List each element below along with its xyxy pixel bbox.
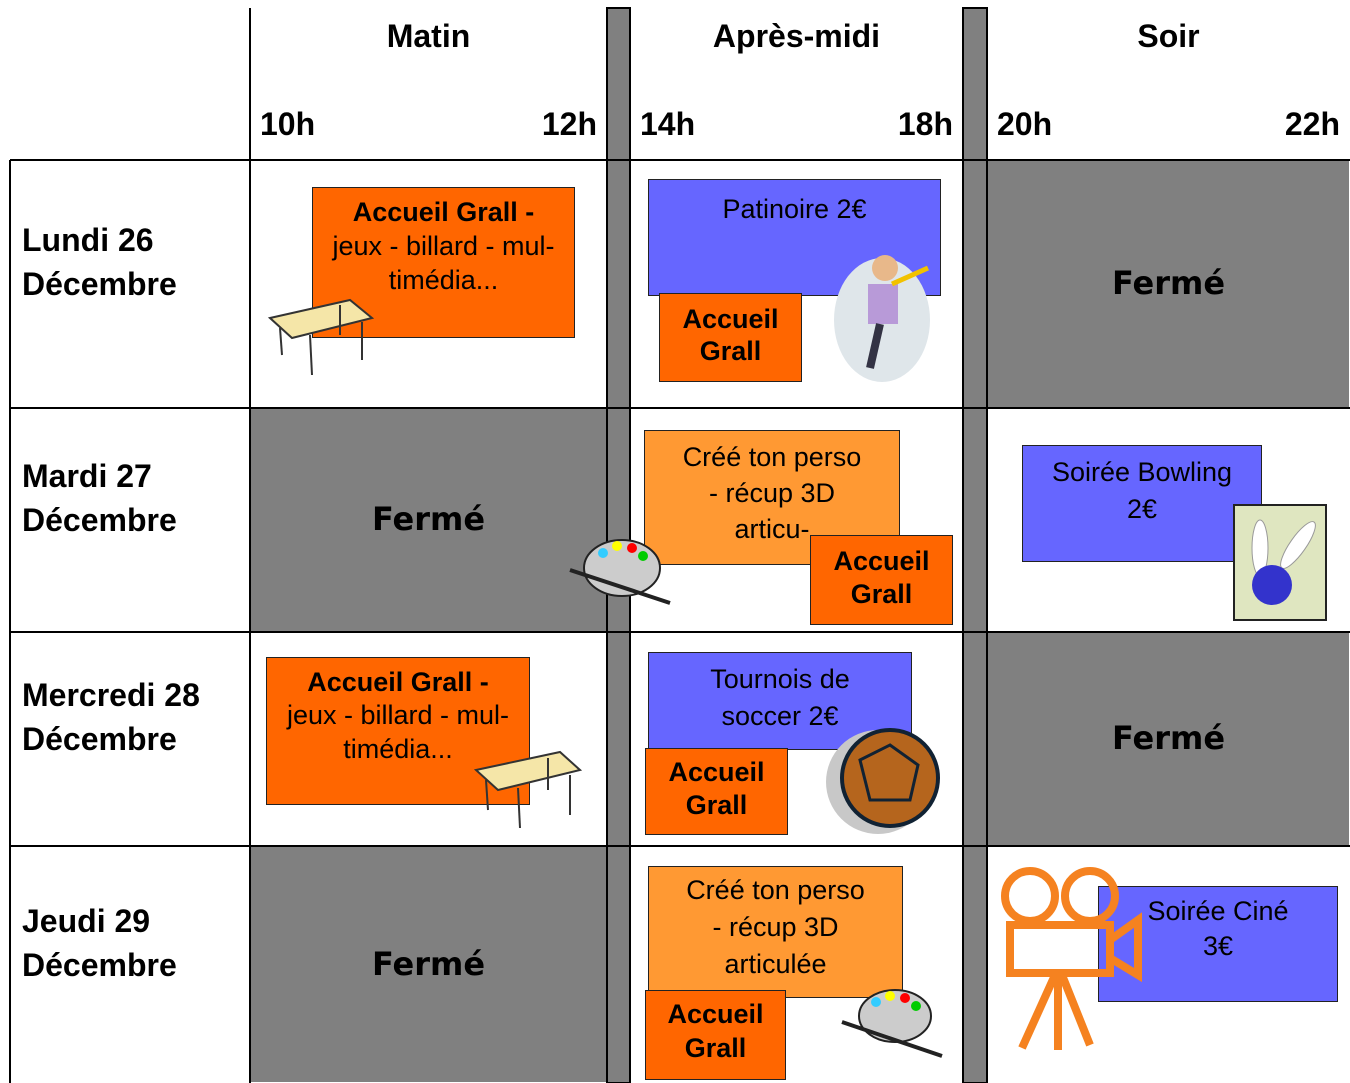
activity-box: Accueil Grall - jeux - billard - mul-timé… (266, 657, 530, 805)
activity-text: Tournois de (710, 664, 850, 694)
activity-text: jeux - billard - mul- (286, 700, 510, 730)
activity-text: Grall (685, 790, 748, 820)
activity-box: Accueil Grall - jeux - billard - mul-timé… (312, 187, 575, 338)
activity-box: Soirée Bowling 2€ (1022, 445, 1262, 562)
activity-box: Accueil Grall (645, 748, 788, 835)
closed-label: Fermé (1111, 719, 1226, 757)
activity-text: Créé ton perso (682, 442, 862, 472)
activity-box: Créé ton perso - récup 3D articulée (648, 866, 903, 998)
day-label: Mardi 27 (22, 458, 152, 494)
end-time: 22h (1284, 106, 1340, 142)
activity-text: Grall (850, 579, 913, 609)
activity-text: Accueil Grall - (307, 667, 489, 697)
day-label: Lundi 26 (22, 222, 154, 258)
activity-box: Accueil Grall (659, 293, 802, 382)
period-label: Après-midi (712, 18, 881, 54)
day-label: Décembre (22, 721, 177, 757)
closed-label: Fermé (371, 500, 486, 538)
activity-text: - récup 3D (708, 478, 836, 508)
closed-cell (251, 847, 606, 1082)
period-label: Soir (1137, 18, 1200, 54)
activity-box: Patinoire 2€ (648, 179, 941, 296)
activity-text: Grall (684, 1033, 747, 1063)
closed-cell (988, 633, 1349, 845)
day-label: Décembre (22, 266, 177, 302)
day-label: Décembre (22, 946, 177, 983)
activity-text: articulée (724, 949, 827, 979)
activity-box: Tournois de soccer 2€ (648, 652, 912, 750)
activity-text: Soirée Bowling (1051, 457, 1233, 487)
day-label: Mercredi 28 (22, 677, 200, 713)
activity-text: Accueil (667, 999, 764, 1029)
activity-text: 2€ (1126, 494, 1158, 524)
closed-label: Fermé (1111, 264, 1226, 302)
closed-label: Fermé (371, 944, 486, 983)
start-time: 14h (640, 106, 696, 142)
activity-box: Accueil Grall (645, 990, 786, 1080)
activity-text: articu- (734, 514, 810, 544)
activity-box: Accueil Grall (810, 535, 953, 625)
end-time: 18h (897, 106, 953, 142)
start-time: 20h (997, 106, 1053, 142)
activity-text: timédia... (343, 734, 453, 764)
closed-cell (988, 161, 1349, 407)
activity-text: Accueil (833, 546, 930, 576)
activity-text: timédia... (388, 265, 499, 295)
period-label: Matin (386, 18, 471, 54)
activity-text: Accueil (668, 757, 765, 787)
activity-text: Grall (699, 336, 762, 366)
closed-cell (251, 409, 606, 631)
activity-text: Accueil (682, 304, 779, 334)
end-time: 12h (541, 106, 597, 142)
activity-text: jeux - billard - mul- (332, 231, 555, 261)
day-label: Décembre (22, 502, 177, 538)
activity-text: Patinoire 2€ (722, 194, 867, 224)
activity-text: soccer 2€ (721, 701, 839, 731)
activity-text: Soirée Ciné (1147, 896, 1289, 926)
activity-box: Soirée Ciné 3€ (1098, 886, 1338, 1002)
activity-text: 3€ (1202, 931, 1234, 961)
activity-text: Créé ton perso (686, 875, 865, 905)
activity-text: - récup 3D (712, 912, 839, 942)
start-time: 10h (260, 106, 316, 142)
day-label: Jeudi 29 (22, 902, 151, 939)
activity-text: Accueil Grall - (352, 197, 535, 227)
